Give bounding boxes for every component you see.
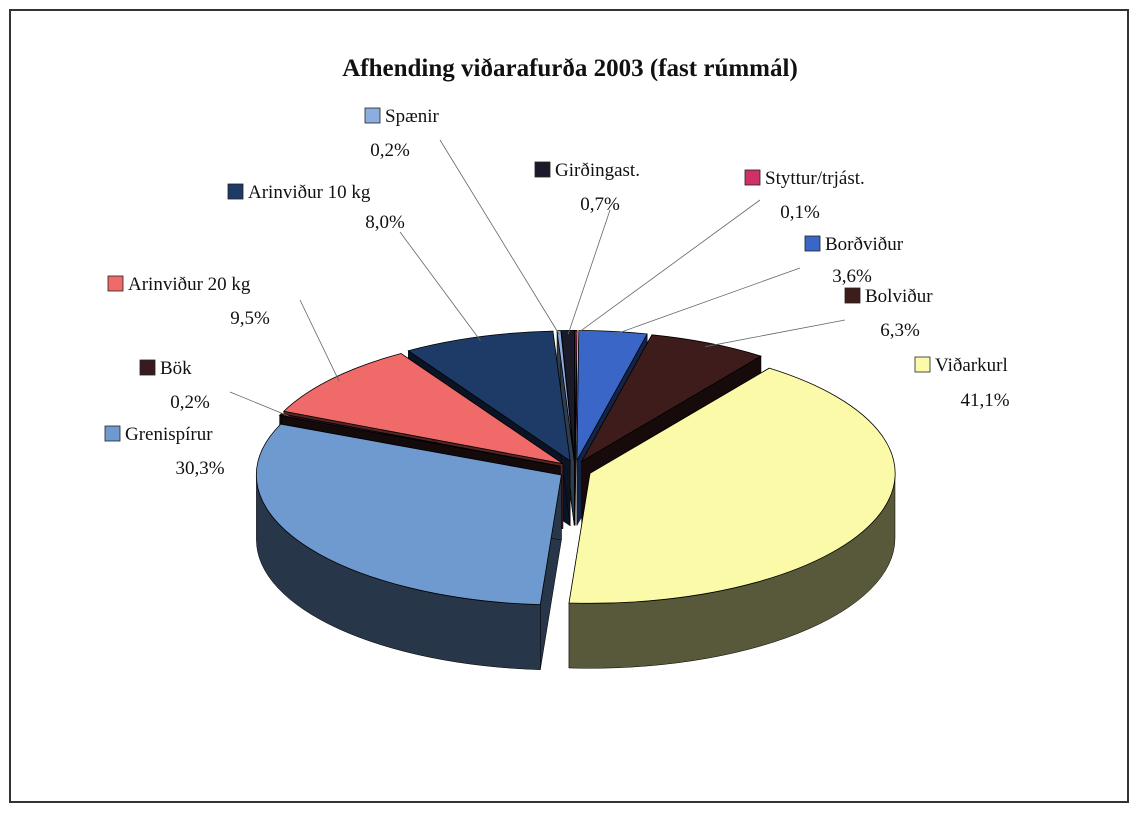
leader-line <box>399 231 481 341</box>
legend-swatch <box>844 287 861 304</box>
slice <box>576 330 648 461</box>
slice-label: Bök <box>160 358 192 379</box>
slice-label: Viðarkurl <box>935 355 1008 376</box>
legend-swatch <box>104 425 121 442</box>
legend-swatch <box>744 169 761 186</box>
slice-label: Arinviður 20 kg <box>128 274 251 295</box>
value-label: 41,1% <box>960 390 1009 411</box>
slice-label: Spænir <box>385 106 440 127</box>
leader-line <box>575 199 761 335</box>
leader-line <box>229 391 289 417</box>
value-label: 30,3% <box>175 458 224 479</box>
slice <box>574 329 578 461</box>
leader-line <box>439 139 560 335</box>
slice <box>568 367 896 604</box>
legend-swatch <box>804 235 821 252</box>
value-label: 0,2% <box>170 392 210 413</box>
legend-swatch <box>227 183 244 200</box>
chart-title: Afhending viðarafurða 2003 (fast rúmmál) <box>342 55 798 82</box>
value-label: 9,5% <box>230 308 270 329</box>
slice <box>560 329 575 461</box>
leader-line <box>611 267 801 336</box>
leader-line <box>299 299 340 382</box>
value-label: 0,2% <box>370 140 410 161</box>
legend-swatch <box>107 275 124 292</box>
slice <box>278 413 561 467</box>
leader-line <box>705 319 846 348</box>
legend-swatch <box>914 356 931 373</box>
slice-label: Arinviður 10 kg <box>248 182 371 203</box>
slice <box>282 353 564 465</box>
value-label: 0,1% <box>780 202 820 223</box>
slice <box>256 423 562 606</box>
value-label: 3,6% <box>832 266 872 287</box>
slice <box>580 334 762 463</box>
slice-label: Styttur/trjást. <box>765 168 865 189</box>
value-label: 0,7% <box>580 194 620 215</box>
value-label: 8,0% <box>365 212 405 233</box>
value-label: 6,3% <box>880 320 920 341</box>
legend-swatch <box>364 107 381 124</box>
legend-swatch <box>139 359 156 376</box>
slice-label: Girðingast. <box>555 160 640 181</box>
leader-line <box>567 209 611 335</box>
slice-label: Bolviður <box>865 286 933 307</box>
slice-label: Grenispírur <box>125 424 213 445</box>
legend-swatch <box>534 161 551 178</box>
slice-label: Borðviður <box>825 234 904 255</box>
